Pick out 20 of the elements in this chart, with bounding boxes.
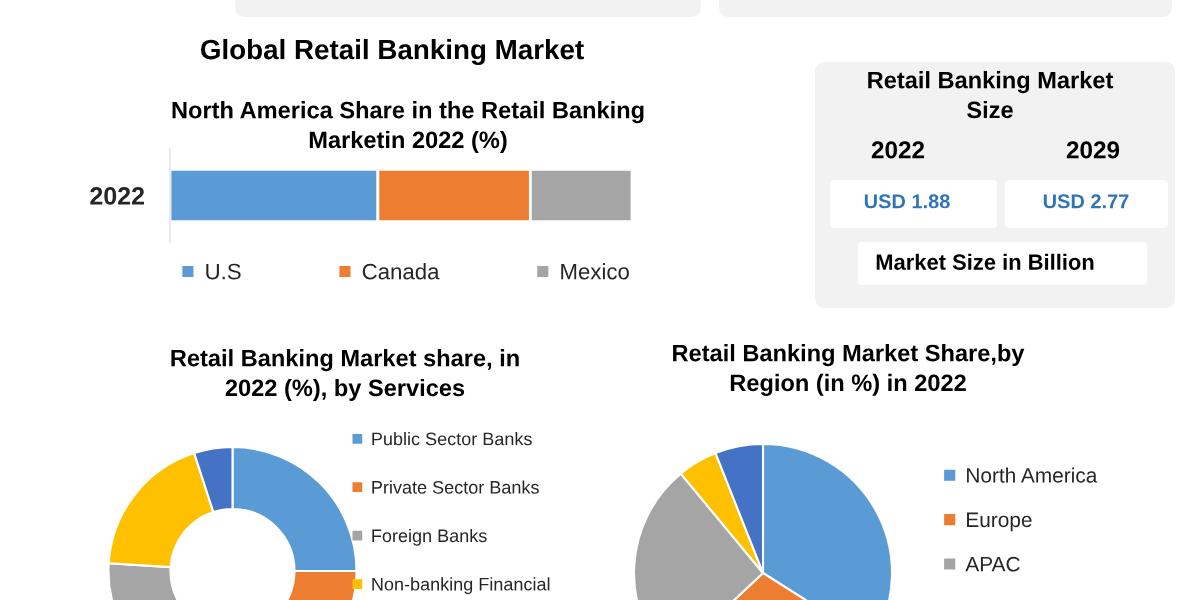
legend-label: Canada — [362, 263, 440, 280]
text: USD 2.77 — [1043, 194, 1129, 209]
legend-label: Mexico — [561, 263, 629, 280]
text: 2022 — [871, 141, 925, 159]
legend-label: Foreign Banks — [372, 528, 487, 546]
chart-subtitle: North America Share in the Retail Banking Marketin 2022 (%) — [172, 101, 644, 153]
text: USD 1.88 — [864, 194, 950, 209]
text: Retail Banking Market Size — [868, 71, 1114, 119]
chart-title: Retail Banking Market share, in 2022 (%), by Services — [171, 349, 519, 401]
legend-label: Non-banking Financial — [372, 577, 550, 595]
text: 2029 — [1066, 141, 1120, 159]
legend-label: U.S — [206, 263, 241, 280]
chart-title: Global Retail Banking Market — [200, 38, 584, 66]
text: Market Size in Billion — [876, 253, 1094, 270]
legend-label: Europe — [967, 512, 1032, 532]
chart-title: Retail Banking Market Share,by Region (in %) in 2022 — [673, 344, 1025, 396]
legend-label: Private Sector Banks — [372, 480, 539, 494]
legend-label: Public Sector Banks — [372, 432, 532, 446]
legend-label: North America — [967, 467, 1098, 483]
legend-label: APAC — [965, 556, 1020, 572]
